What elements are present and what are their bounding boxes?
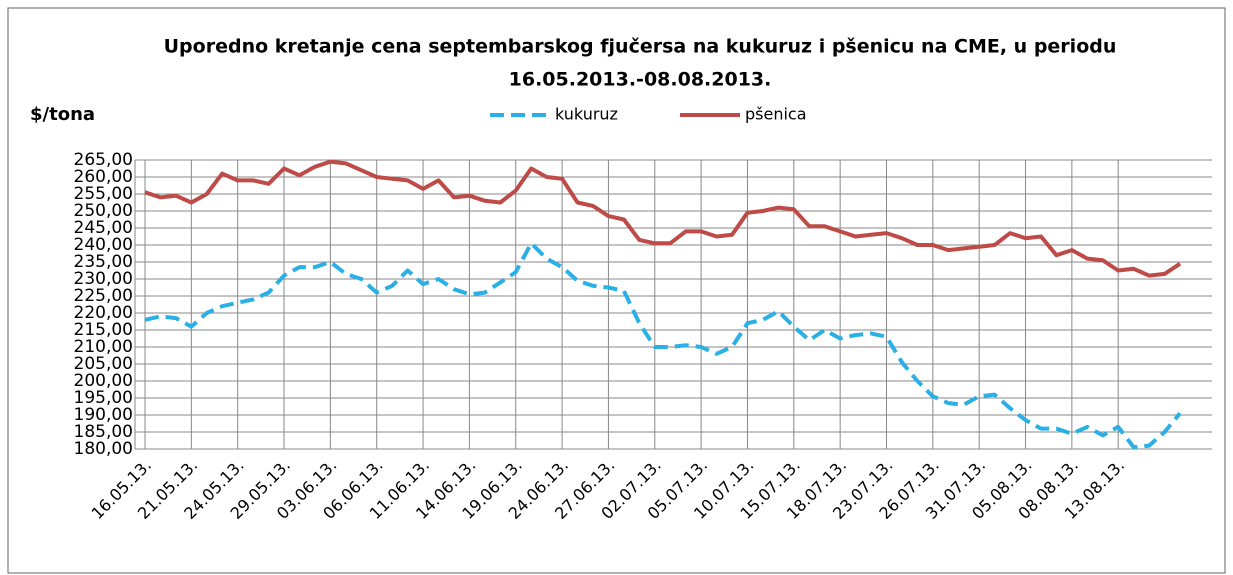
y-tick-label: 190,00: [74, 405, 133, 425]
y-tick-label: 235,00: [74, 252, 133, 272]
y-tick-label: 220,00: [74, 303, 133, 323]
legend-label: kukuruz: [555, 105, 618, 124]
y-tick-label: 215,00: [74, 320, 133, 340]
y-tick-label: 265,00: [74, 150, 133, 170]
y-tick-label: 205,00: [74, 354, 133, 374]
y-tick-label: 230,00: [74, 269, 133, 289]
y-tick-label: 240,00: [74, 235, 133, 255]
legend-label: pšenica: [745, 105, 807, 124]
y-tick-label: 260,00: [74, 167, 133, 187]
y-tick-label: 245,00: [74, 218, 133, 238]
y-tick-label: 250,00: [74, 201, 133, 221]
y-axis-label: $/tona: [30, 104, 95, 125]
series-line: [144, 241, 1182, 450]
chart-subtitle: 16.05.2013.-08.08.2013.: [509, 69, 772, 91]
series-line: [144, 159, 1182, 278]
y-tick-label: 200,00: [74, 371, 133, 391]
y-tick-label: 180,00: [74, 439, 133, 459]
y-tick-label: 195,00: [74, 388, 133, 408]
y-tick-label: 210,00: [74, 337, 133, 357]
y-tick-label: 255,00: [74, 184, 133, 204]
y-tick-label: 225,00: [74, 286, 133, 306]
chart-title: Uporedno kretanje cena septembarskog fju…: [164, 36, 1117, 58]
y-tick-label: 185,00: [74, 422, 133, 442]
